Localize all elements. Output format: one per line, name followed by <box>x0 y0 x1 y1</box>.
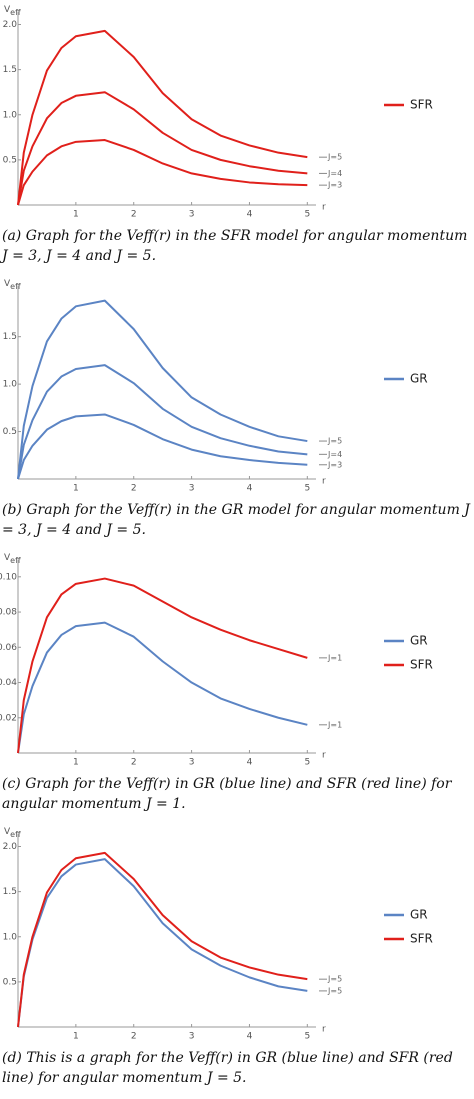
y-tick-label: 0.10 <box>0 572 17 582</box>
end-label: J=5 <box>327 986 342 995</box>
y-tick-label: 0.02 <box>0 713 17 723</box>
x-tick-label: 2 <box>131 758 137 768</box>
y-tick-label: 0.04 <box>0 678 17 688</box>
legend-label: GR <box>410 908 428 922</box>
line <box>17 139 308 206</box>
y-axis-label: Veff <box>4 553 21 565</box>
line <box>17 858 308 1028</box>
y-axis-label-main: V <box>4 279 11 289</box>
line <box>17 91 308 206</box>
x-axis-label: r <box>322 1025 326 1035</box>
x-tick-label: 5 <box>304 210 310 220</box>
x-tick-label: 1 <box>73 758 79 768</box>
y-axis-label-main: V <box>4 827 11 837</box>
x-tick-label: 5 <box>304 484 310 494</box>
x-tick-label: 2 <box>131 210 137 220</box>
line <box>17 364 308 480</box>
x-tick-label: 3 <box>189 484 195 494</box>
y-tick-label: 0.5 <box>3 427 17 437</box>
end-label: J=4 <box>327 450 342 459</box>
y-tick-label: 1.0 <box>3 110 18 120</box>
x-tick-label: 3 <box>189 1032 195 1042</box>
y-tick-label: 0.06 <box>0 643 17 653</box>
end-label: J=1 <box>327 653 342 662</box>
line <box>17 621 308 754</box>
x-tick-label: 3 <box>189 210 195 220</box>
y-tick-label: 2.0 <box>3 20 18 30</box>
y-tick-label: 1.0 <box>3 380 18 390</box>
end-label: J=3 <box>327 181 342 190</box>
end-label: J=3 <box>327 460 342 469</box>
x-tick-label: 5 <box>304 758 310 768</box>
x-tick-label: 4 <box>247 758 253 768</box>
y-tick-label: 0.08 <box>0 608 17 618</box>
x-tick-label: 1 <box>73 210 79 220</box>
caption: (d) This is a graph for the Veff(r) in G… <box>2 1050 453 1086</box>
y-axis-label-sub: eff <box>10 830 21 839</box>
line <box>17 29 308 206</box>
y-axis-label-sub: eff <box>10 556 21 565</box>
caption: (c) Graph for the Veff(r) in GR (blue li… <box>2 776 452 812</box>
y-tick-label: 0.5 <box>3 155 17 165</box>
y-axis-label: Veff <box>4 279 21 291</box>
x-axis-label: r <box>322 477 326 487</box>
chart: 1 2 3 4 5 0.5 1.0 1.5 r Veff J=5 J=4J=3 GR <box>3 279 428 494</box>
x-tick-label: 4 <box>247 484 253 494</box>
chart: 1 2 3 4 5 0.5 1.0 1.5 2.0 r Veff J=5 J=5 GR SFR <box>3 827 433 1042</box>
end-label: J=1 <box>327 720 342 729</box>
y-tick-label: 1.5 <box>3 332 17 342</box>
line <box>17 851 308 1028</box>
x-tick-label: 1 <box>73 484 79 494</box>
end-label: J=5 <box>327 975 342 984</box>
line <box>17 299 308 480</box>
line <box>17 577 308 754</box>
legend-label: SFR <box>410 932 433 946</box>
x-tick-label: 4 <box>247 210 253 220</box>
legend-label: GR <box>410 634 428 648</box>
x-tick-label: 5 <box>304 1032 310 1042</box>
end-label: J=4 <box>327 169 342 178</box>
y-tick-label: 0.5 <box>3 977 17 987</box>
x-tick-label: 4 <box>247 1032 253 1042</box>
y-axis-label-sub: eff <box>10 8 21 17</box>
y-axis-label-main: V <box>4 5 11 15</box>
y-axis-label-main: V <box>4 553 11 563</box>
end-label: J=5 <box>327 437 342 446</box>
chart: 1 2 3 4 5 0.02 0.04 0.06 0.08 0.10 r Veff J=1 J=1 GR SF… <box>0 553 433 768</box>
legend-label: SFR <box>410 98 433 112</box>
end-label: J=5 <box>327 153 342 162</box>
x-axis-label: r <box>322 203 326 213</box>
caption: (b) Graph for the Veff(r) in the GR mode… <box>2 502 470 538</box>
line <box>17 413 308 480</box>
y-tick-label: 1.5 <box>3 887 17 897</box>
x-tick-label: 2 <box>131 484 137 494</box>
y-tick-label: 1.5 <box>3 65 17 75</box>
y-tick-label: 2.0 <box>3 842 18 852</box>
x-tick-label: 3 <box>189 758 195 768</box>
legend-label: GR <box>410 372 428 386</box>
y-axis-label: Veff <box>4 5 21 17</box>
y-axis-label: Veff <box>4 827 21 839</box>
y-tick-label: 1.0 <box>3 932 18 942</box>
x-tick-label: 2 <box>131 1032 137 1042</box>
x-tick-label: 1 <box>73 1032 79 1042</box>
chart: 1 2 3 4 5 0.5 1.0 1.5 2.0 r Veff J=5 J=4 J=3 SFR <box>3 5 433 220</box>
y-axis-label-sub: eff <box>10 282 21 291</box>
caption: (a) Graph for the Veff(r) in the SFR mod… <box>2 228 468 264</box>
legend-label: SFR <box>410 658 433 672</box>
x-axis-label: r <box>322 751 326 761</box>
